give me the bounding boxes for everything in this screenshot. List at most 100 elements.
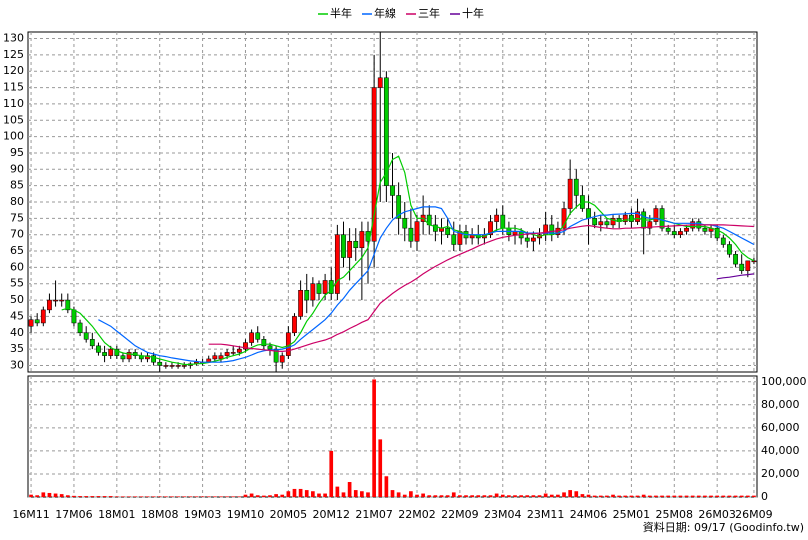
volume-bar: [451, 492, 456, 497]
volume-bar: [366, 492, 370, 497]
volume-bar: [35, 495, 40, 497]
y-tick-label: 40: [10, 326, 24, 339]
candle-body: [598, 221, 604, 226]
candle-body: [622, 214, 628, 222]
candle-body: [488, 221, 493, 235]
volume-bar: [133, 496, 138, 497]
candle-body: [751, 260, 757, 263]
legend-label: 年線: [374, 6, 396, 20]
volume-bar: [231, 496, 236, 497]
x-tick-label: 25M08: [656, 508, 694, 521]
candle-body: [310, 283, 316, 301]
volume-bar: [206, 496, 211, 497]
volume-bar: [672, 495, 677, 497]
volume-bar: [65, 495, 70, 497]
volume-bar: [341, 492, 346, 497]
candle-body: [304, 290, 310, 301]
candle-body: [151, 355, 156, 363]
legend-label: 半年: [330, 6, 352, 20]
volume-bar: [592, 495, 597, 497]
candle-body: [34, 319, 40, 324]
volume-bar: [151, 496, 156, 497]
volume-bar: [280, 494, 285, 497]
volume-bar: [654, 495, 658, 497]
volume-bar: [439, 495, 444, 497]
candle-body: [629, 214, 634, 222]
candle-body: [47, 299, 52, 311]
candle-body: [236, 348, 242, 353]
candle-body: [586, 208, 591, 219]
volume-bar: [353, 490, 358, 497]
volume-bar: [531, 495, 536, 497]
volume-bar: [678, 495, 683, 497]
x-tick-label: 24M06: [570, 508, 608, 521]
volume-bar: [59, 494, 64, 497]
volume-bar: [72, 495, 76, 497]
y-tick-label: 110: [3, 97, 24, 110]
volume-bar: [543, 493, 548, 497]
candle-body: [371, 87, 377, 242]
volume-bar: [78, 496, 82, 497]
volume-bar: [402, 494, 407, 497]
volume-bar: [108, 496, 113, 497]
ma-line: [208, 224, 754, 353]
candle-body: [414, 221, 420, 242]
candle-body: [739, 263, 745, 271]
volume-bar: [378, 439, 383, 497]
x-tick-label: 26M09: [735, 508, 773, 521]
candle-body: [445, 227, 451, 235]
volume-bar: [470, 495, 474, 497]
y2-tick-label: 20,000: [761, 467, 800, 480]
volume-bar: [84, 496, 89, 497]
candle-body: [255, 332, 261, 340]
candle-body: [59, 299, 65, 302]
candle-body: [653, 208, 659, 222]
volume-bar: [145, 496, 150, 497]
candle-body: [727, 244, 732, 255]
candle-body: [402, 218, 408, 229]
candle-body: [175, 365, 181, 367]
candle-body: [96, 345, 101, 353]
legend-label: 三年: [418, 6, 440, 20]
x-tick-label: 20M12: [312, 508, 350, 521]
candle-body: [341, 234, 346, 258]
candle-body: [671, 231, 677, 235]
candle-body: [53, 299, 58, 302]
volume-bar: [323, 493, 327, 497]
candle-body: [604, 221, 610, 226]
candle-body: [224, 352, 230, 356]
candle-body: [678, 231, 683, 235]
candle-body: [102, 352, 107, 356]
volume-bar: [709, 495, 713, 497]
volume-bar: [733, 495, 738, 497]
volume-panel: [27, 375, 758, 498]
candle-body: [684, 227, 689, 232]
ma-line: [717, 273, 754, 280]
x-tick-label: 26M03: [698, 508, 736, 521]
x-tick-label: 16M11: [12, 508, 50, 521]
volume-bar: [237, 496, 242, 497]
volume-bar: [255, 495, 260, 497]
y-tick-label: 35: [10, 342, 24, 355]
candle-body: [322, 280, 328, 294]
y-tick-label: 100: [3, 130, 24, 143]
volume-bar: [249, 493, 254, 497]
volume-bar: [225, 496, 229, 497]
candle-body: [157, 361, 163, 366]
candle-body: [243, 342, 248, 350]
volume-bar: [482, 495, 487, 497]
volume-bar: [194, 496, 199, 497]
x-tick-label: 21M07: [355, 508, 393, 521]
volume-bar: [329, 450, 334, 497]
volume-bar: [268, 495, 272, 497]
volume-bar: [488, 495, 493, 497]
x-tick-label: 18M01: [98, 508, 136, 521]
volume-bar: [562, 492, 566, 497]
volume-bar: [696, 495, 701, 497]
x-tick-label: 19M10: [227, 508, 265, 521]
candle-body: [267, 345, 273, 350]
y-tick-label: 55: [10, 277, 24, 290]
candle-body: [334, 234, 340, 294]
candle-body: [120, 355, 126, 360]
